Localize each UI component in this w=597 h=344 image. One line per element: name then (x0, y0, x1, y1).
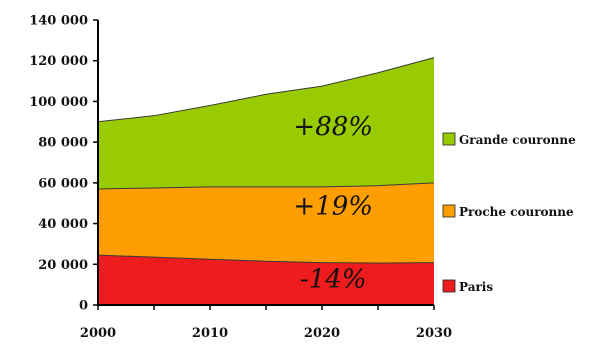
y-tick-label: 60 000 (38, 176, 88, 191)
axes-layer: 0 20 000 40 000 60 000 80 000 100 000 120 000 1… (29, 14, 452, 342)
x-tick-label: 2020 (304, 326, 340, 341)
x-tick-label: 2010 (192, 326, 228, 341)
legend-swatch-paris (442, 279, 456, 293)
legend-label-grande-couronne: Grande couronne (459, 133, 576, 147)
annotations-layer: +88% +19% -14% (293, 112, 373, 295)
boundary-lines-layer (97, 57, 435, 264)
x-tick-label: 2000 (80, 326, 116, 341)
boundary-paris (97, 254, 435, 264)
annotation-grande-couronne: +88% (293, 112, 373, 142)
y-tick-label: 100 000 (29, 95, 88, 110)
y-tick-label: 40 000 (38, 217, 88, 232)
area-paris (98, 255, 434, 305)
legend: Paris Proche couronne Grande couronne (442, 132, 576, 294)
legend-swatch-grande-couronne (442, 132, 456, 146)
area-grande-couronne (98, 57, 434, 189)
boundary-proche-couronne (97, 182, 435, 190)
areas-layer (98, 57, 434, 305)
y-tick-label: 20 000 (38, 258, 88, 273)
area-proche-couronne (98, 182, 434, 264)
boundary-grande-couronne (97, 57, 435, 123)
y-tick-label: 0 (79, 299, 88, 314)
y-tick-label: 120 000 (29, 54, 88, 69)
legend-label-paris: Paris (459, 280, 493, 294)
annotation-paris: -14% (300, 265, 367, 295)
y-tick-label: 80 000 (38, 136, 88, 151)
legend-swatch-proche-couronne (442, 204, 456, 218)
y-tick-label: 140 000 (29, 14, 88, 29)
annotation-proche-couronne: +19% (293, 191, 373, 221)
legend-label-proche-couronne: Proche couronne (459, 205, 574, 219)
x-tick-label: 2030 (416, 326, 452, 341)
